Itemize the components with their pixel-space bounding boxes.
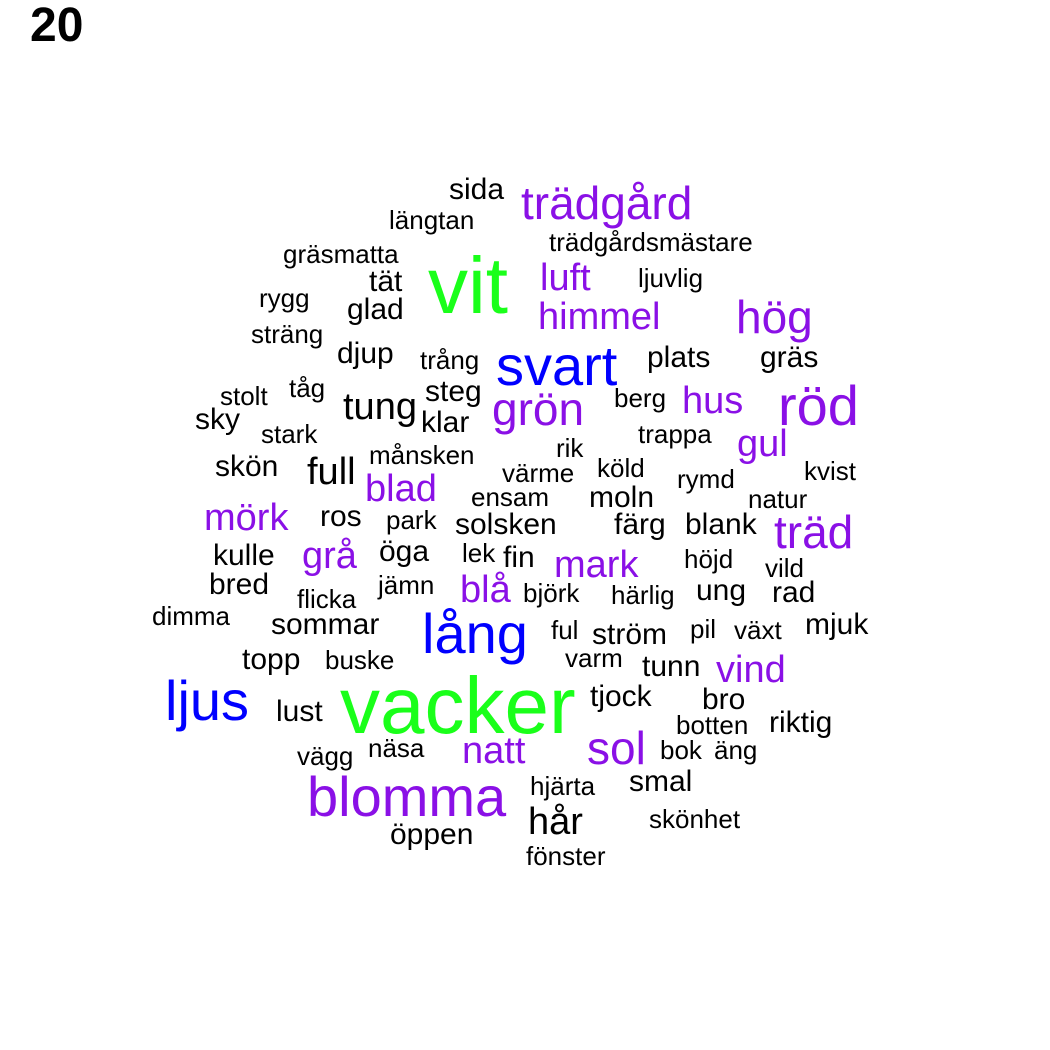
word-mork: mörk xyxy=(204,499,288,537)
word-klar: klar xyxy=(421,408,469,438)
word-gron: grön xyxy=(492,386,584,432)
word-rygg: rygg xyxy=(259,285,310,311)
word-tung: tung xyxy=(343,388,417,426)
word-ung: ung xyxy=(696,576,746,606)
word-trad: träd xyxy=(774,509,853,555)
word-blank: blank xyxy=(685,510,757,540)
word-sida: sida xyxy=(449,175,504,205)
word-kvist: kvist xyxy=(804,458,856,484)
word-ros: ros xyxy=(320,502,362,532)
word-rod: röd xyxy=(778,378,859,434)
word-berg: berg xyxy=(614,385,666,411)
word-tunn: tunn xyxy=(642,652,700,682)
word-oppen: öppen xyxy=(390,820,473,850)
word-plats: plats xyxy=(647,343,710,373)
word-nasa: näsa xyxy=(368,735,424,761)
word-skonhet: skönhet xyxy=(649,806,740,832)
word-hog: hög xyxy=(736,294,813,340)
word-sommar: sommar xyxy=(271,610,379,640)
word-sky: sky xyxy=(195,405,240,435)
word-steg: steg xyxy=(425,377,482,407)
word-mansken: månsken xyxy=(369,442,475,468)
word-trappa: trappa xyxy=(638,421,712,447)
word-lust: lust xyxy=(276,697,323,727)
word-ang: äng xyxy=(714,737,757,763)
word-langtan: längtan xyxy=(389,207,474,233)
word-tradgardsmastare: trädgårdsmästare xyxy=(549,229,753,255)
word-glad: glad xyxy=(347,295,404,325)
word-gul: gul xyxy=(737,425,788,463)
word-ensam: ensam xyxy=(471,484,549,510)
word-hus: hus xyxy=(682,382,743,420)
word-smal: smal xyxy=(629,767,692,797)
word-kold: köld xyxy=(597,455,645,481)
word-tjock: tjock xyxy=(590,682,652,712)
word-rad: rad xyxy=(772,578,815,608)
word-farg: färg xyxy=(614,510,666,540)
word-har: hår xyxy=(528,803,583,841)
word-riktig: riktig xyxy=(769,708,832,738)
word-blomma: blomma xyxy=(307,769,506,825)
word-full: full xyxy=(307,453,356,491)
word-skon: skön xyxy=(215,452,278,482)
word-luft: luft xyxy=(540,259,591,297)
word-grasmatta: gräsmatta xyxy=(283,241,399,267)
word-gra: grå xyxy=(302,537,357,575)
word-mjuk: mjuk xyxy=(805,610,868,640)
word-lek: lek xyxy=(462,540,495,566)
word-trang: trång xyxy=(420,347,479,373)
word-jamn: jämn xyxy=(378,572,434,598)
word-strang: sträng xyxy=(251,321,323,347)
word-bjork: björk xyxy=(523,580,579,606)
word-stark: stark xyxy=(261,421,317,447)
word-pil: pil xyxy=(690,616,716,642)
word-fonster: fönster xyxy=(526,843,606,869)
word-hjarta: hjärta xyxy=(530,773,595,799)
word-dimma: dimma xyxy=(152,603,230,629)
word-bred: bred xyxy=(209,570,269,600)
word-vaxt: växt xyxy=(734,617,782,643)
word-lang: lång xyxy=(422,606,528,662)
word-bok: bok xyxy=(660,737,702,763)
word-vit: vit xyxy=(428,246,508,326)
word-tradgard: trädgård xyxy=(521,180,692,226)
word-solsken: solsken xyxy=(455,510,557,540)
word-harlig: härlig xyxy=(611,582,675,608)
word-himmel: himmel xyxy=(538,298,660,336)
word-djup: djup xyxy=(337,339,394,369)
word-hojd: höjd xyxy=(684,546,733,572)
word-ljus: ljus xyxy=(165,673,249,729)
word-tag: tåg xyxy=(289,375,325,401)
word-ljuvlig: ljuvlig xyxy=(638,265,703,291)
word-kulle: kulle xyxy=(213,541,275,571)
word-park: park xyxy=(386,507,437,533)
word-rymd: rymd xyxy=(677,466,735,492)
word-topp: topp xyxy=(242,645,300,675)
word-ful: ful xyxy=(551,617,578,643)
word-gras: gräs xyxy=(760,343,818,373)
word-oga: öga xyxy=(379,537,429,567)
word-blad: blad xyxy=(365,470,437,508)
